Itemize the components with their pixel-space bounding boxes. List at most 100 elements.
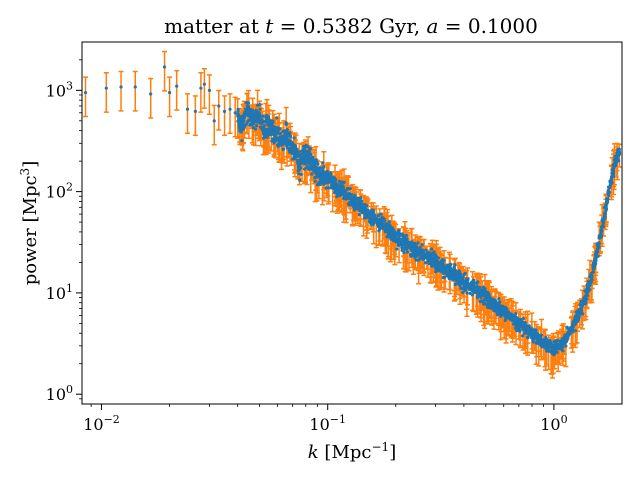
data-point <box>500 308 504 313</box>
data-point <box>270 121 274 125</box>
data-point <box>248 123 252 127</box>
data-point <box>333 190 337 195</box>
data-point <box>359 199 363 204</box>
data-point <box>361 210 365 214</box>
data-point <box>251 113 255 117</box>
data-point <box>331 184 335 188</box>
data-point <box>289 144 293 148</box>
data-point <box>544 347 548 351</box>
data-point <box>376 213 381 218</box>
data-point <box>449 271 454 275</box>
data-point <box>605 198 610 202</box>
data-point <box>587 284 591 288</box>
data-point <box>291 151 295 155</box>
data-point <box>292 136 296 140</box>
data-point <box>247 113 252 117</box>
data-point <box>547 349 551 353</box>
data-point <box>382 219 387 223</box>
data-point <box>445 266 450 270</box>
data-point <box>493 298 497 302</box>
data-point <box>514 318 518 322</box>
data-point <box>308 160 313 164</box>
data-point <box>428 251 432 255</box>
data-point <box>370 211 374 215</box>
plot-frame <box>81 41 623 405</box>
data-point <box>445 263 449 267</box>
data-point <box>513 326 518 330</box>
data-point <box>610 171 614 175</box>
data-point <box>374 220 378 224</box>
data-point <box>265 130 269 134</box>
data-point <box>308 157 312 161</box>
data-point <box>302 167 307 171</box>
data-point <box>313 179 317 183</box>
data-point <box>297 172 301 176</box>
data-point <box>207 88 212 92</box>
data-point <box>275 132 279 136</box>
data-point <box>427 259 431 263</box>
data-point <box>596 250 600 254</box>
data-point <box>601 218 606 222</box>
data-point <box>291 157 295 161</box>
data-point <box>255 120 260 124</box>
data-point <box>319 178 323 183</box>
data-point <box>240 128 244 132</box>
data-point <box>461 290 465 295</box>
data-point <box>416 258 421 262</box>
data-point <box>497 310 501 315</box>
data-point <box>270 126 275 130</box>
data-point <box>474 288 478 292</box>
data-point <box>557 344 561 349</box>
y-tick-label: 100 <box>46 383 73 404</box>
data-point <box>275 116 279 120</box>
y-tick-label: 102 <box>46 181 73 202</box>
data-point <box>298 178 302 182</box>
data-point <box>353 193 357 197</box>
data-point <box>466 277 470 281</box>
data-point <box>397 240 401 245</box>
data-point <box>308 153 313 157</box>
data-point <box>281 147 285 151</box>
data-point <box>267 128 272 132</box>
data-point <box>501 304 505 308</box>
data-point <box>306 145 310 149</box>
data-point <box>452 274 456 278</box>
data-point <box>503 306 508 310</box>
data-point <box>299 172 303 176</box>
data-point <box>246 101 251 105</box>
data-point <box>430 258 434 262</box>
data-point <box>398 232 402 237</box>
data-point <box>604 205 608 209</box>
data-point <box>514 321 518 325</box>
data-point <box>359 207 363 212</box>
data-point <box>267 119 271 124</box>
data-point <box>267 122 271 127</box>
data-point <box>518 329 522 333</box>
data-point <box>581 312 585 316</box>
data-point <box>589 277 594 281</box>
data-point <box>488 300 492 304</box>
data-point <box>258 107 262 111</box>
data-point <box>453 263 457 267</box>
data-point <box>370 223 374 227</box>
data-point <box>258 125 263 129</box>
data-point <box>610 181 614 185</box>
data-point <box>611 174 616 178</box>
data-point <box>521 334 525 338</box>
x-tick-label: 10−2 <box>83 413 120 434</box>
data-point <box>410 242 415 246</box>
data-point <box>449 263 453 267</box>
data-point <box>475 281 479 285</box>
data-point <box>193 109 197 113</box>
data-point <box>278 135 283 139</box>
data-point <box>315 183 320 187</box>
data-point <box>263 120 268 124</box>
data-point <box>567 333 571 337</box>
data-point <box>463 283 467 287</box>
data-point <box>424 261 428 265</box>
data-point <box>380 215 384 219</box>
data-point <box>538 342 542 347</box>
data-point <box>608 185 612 190</box>
data-point <box>397 243 401 247</box>
data-point <box>482 297 487 302</box>
